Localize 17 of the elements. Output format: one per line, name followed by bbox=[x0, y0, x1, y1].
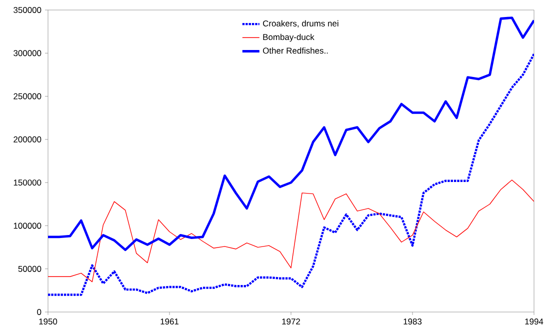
y-tick-label: 50000 bbox=[18, 266, 42, 272]
y-tick-label: 200000 bbox=[14, 136, 42, 142]
x-tick-label: 1983 bbox=[404, 318, 422, 324]
y-tick-label: 250000 bbox=[14, 93, 42, 100]
y-tick-label: 0 bbox=[37, 309, 42, 315]
line-series bbox=[48, 16, 534, 252]
y-tick-label: 350000 bbox=[14, 7, 42, 13]
y-tick-label: 100000 bbox=[14, 222, 42, 229]
legend-label: Bombay-duck bbox=[263, 34, 314, 42]
y-tick-label: 300000 bbox=[14, 50, 42, 56]
legend-label: Other Redfishes.. bbox=[262, 47, 328, 54]
y-tick-label: 150000 bbox=[14, 180, 42, 186]
legend-label: Croakers, drums nei bbox=[263, 20, 338, 28]
x-tick-label: 1994 bbox=[525, 318, 544, 324]
x-tick-label: 1950 bbox=[39, 318, 58, 324]
x-tick-label: 1961 bbox=[160, 318, 179, 324]
x-tick-label: 1972 bbox=[282, 318, 300, 324]
